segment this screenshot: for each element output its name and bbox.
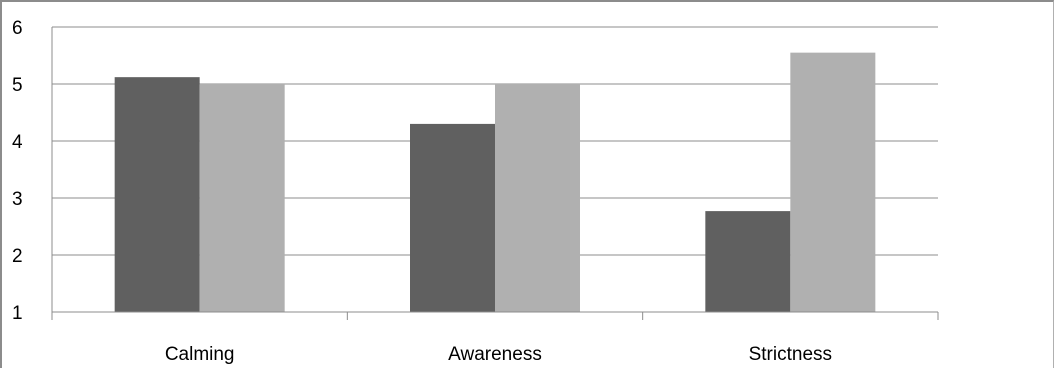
bar-chart: 1 2 3 4 5 6 Calming Awareness Strictness <box>12 18 939 365</box>
y-tick-label-6: 6 <box>12 18 23 39</box>
y-tick-label-5: 5 <box>12 75 23 96</box>
bar-strictness-series-2 <box>790 52 876 313</box>
axes <box>51 27 939 320</box>
y-tick-label-3: 3 <box>12 189 23 210</box>
bar-awareness-series-2 <box>495 84 580 312</box>
x-tick-label-strictness: Strictness <box>749 344 832 365</box>
bar-calming-series-2 <box>199 84 285 312</box>
x-tick-label-calming: Calming <box>165 344 235 365</box>
x-tick-label-awareness: Awareness <box>448 344 542 365</box>
bars <box>114 52 876 313</box>
bar-awareness-series-1 <box>410 123 495 313</box>
bar-calming-series-1 <box>114 77 200 312</box>
bar-strictness-series-1 <box>705 211 791 312</box>
y-tick-label-4: 4 <box>12 132 23 153</box>
tick-labels: 1 2 3 4 5 6 Calming Awareness Strictness <box>12 18 832 365</box>
y-tick-label-2: 2 <box>12 246 23 267</box>
y-tick-label-1: 1 <box>12 303 23 324</box>
